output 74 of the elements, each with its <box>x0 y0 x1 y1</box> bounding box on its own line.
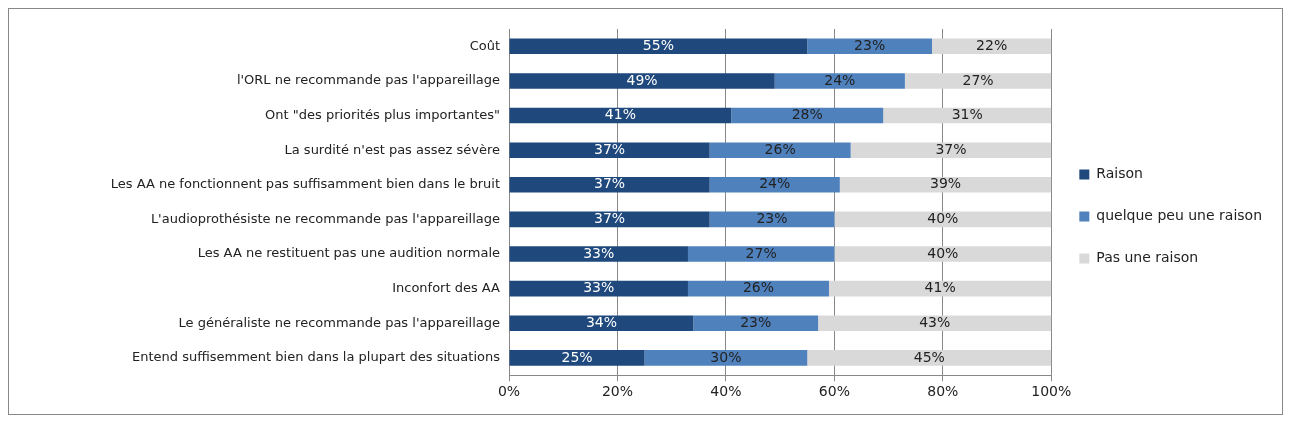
data-label: 23% <box>854 36 886 53</box>
bar <box>509 142 710 158</box>
data-label: 23% <box>756 210 788 227</box>
data-label: 37% <box>594 210 626 227</box>
data-label: 27% <box>745 244 777 261</box>
data-label: 40% <box>927 210 959 227</box>
data-label: 41% <box>924 279 956 296</box>
bar <box>509 73 775 89</box>
data-label: 33% <box>583 279 615 296</box>
bar <box>834 246 1052 262</box>
y-tick-label: Entend suffisemment bien dans la plupart des situations <box>131 349 501 365</box>
legend-label: Pas une raison <box>1096 249 1199 266</box>
data-label: 25% <box>561 348 593 365</box>
data-label: 26% <box>742 279 775 296</box>
x-tick-label: 80% <box>927 383 959 400</box>
y-tick-label: Les AA ne restituent pas une audition normale <box>197 245 500 261</box>
y-tick-label: Le généraliste ne recommande pas l'appareillage <box>178 314 500 330</box>
data-label: 22% <box>976 36 1008 53</box>
bar <box>509 177 710 193</box>
bar <box>687 246 835 262</box>
bar <box>709 142 851 158</box>
data-label: 33% <box>583 244 615 261</box>
bar <box>709 177 840 193</box>
data-label: 27% <box>962 71 994 88</box>
data-label: 26% <box>764 140 796 157</box>
bar <box>850 142 1052 158</box>
bar <box>509 280 688 297</box>
data-label: 49% <box>626 71 658 88</box>
data-label: 24% <box>824 71 856 88</box>
x-tick-label: 20% <box>601 383 634 400</box>
data-label: 37% <box>594 140 626 157</box>
y-tick-label: Coût <box>469 37 500 53</box>
data-label: 37% <box>935 140 967 157</box>
bar <box>509 211 710 228</box>
data-label: 45% <box>913 348 945 365</box>
data-label: 43% <box>919 313 951 330</box>
x-tick-label: 40% <box>710 383 742 400</box>
bar <box>509 350 645 366</box>
bar <box>693 315 819 332</box>
data-label: 39% <box>930 175 962 192</box>
bar <box>834 211 1052 228</box>
data-label: 23% <box>740 313 772 330</box>
y-tick-label: l'ORL ne recommande pas l'appareillage <box>236 72 500 88</box>
data-label: 31% <box>951 106 983 123</box>
y-tick-label: Les AA ne fonctionnent pas suffisamment bien dans le bruit <box>110 176 500 192</box>
data-label: 37% <box>594 175 626 192</box>
bar <box>509 246 688 262</box>
x-tick-label: 60% <box>818 383 850 400</box>
data-label: 34% <box>585 313 618 330</box>
y-tick-label: La surdité n'est pas assez sévère <box>284 141 500 157</box>
bar <box>509 315 694 332</box>
bar <box>807 350 1052 366</box>
x-tick-label: 100% <box>1031 383 1072 400</box>
bar <box>904 73 1052 89</box>
x-tick-label: 0% <box>497 383 521 400</box>
data-label: 40% <box>927 244 959 261</box>
bar <box>883 107 1052 124</box>
bar <box>509 38 808 55</box>
y-tick-label: Ont "des priorités plus importantes" <box>265 106 500 122</box>
bar <box>509 107 732 124</box>
y-tick-label: Inconfort des AA <box>392 280 501 296</box>
data-label: 24% <box>759 175 791 192</box>
data-label: 30% <box>710 348 742 365</box>
bar <box>644 350 808 366</box>
y-tick-label: L'audioprothésiste ne recommande pas l'appareillage <box>150 210 500 226</box>
legend-label: Raison <box>1096 165 1143 182</box>
data-label: 55% <box>642 36 674 53</box>
data-label: 28% <box>791 106 823 123</box>
data-label: 41% <box>604 106 636 123</box>
bar <box>839 177 1052 193</box>
legend-label: quelque peu une raison <box>1096 207 1263 224</box>
bar <box>818 315 1052 332</box>
bar <box>774 73 905 89</box>
bar <box>828 280 1052 297</box>
